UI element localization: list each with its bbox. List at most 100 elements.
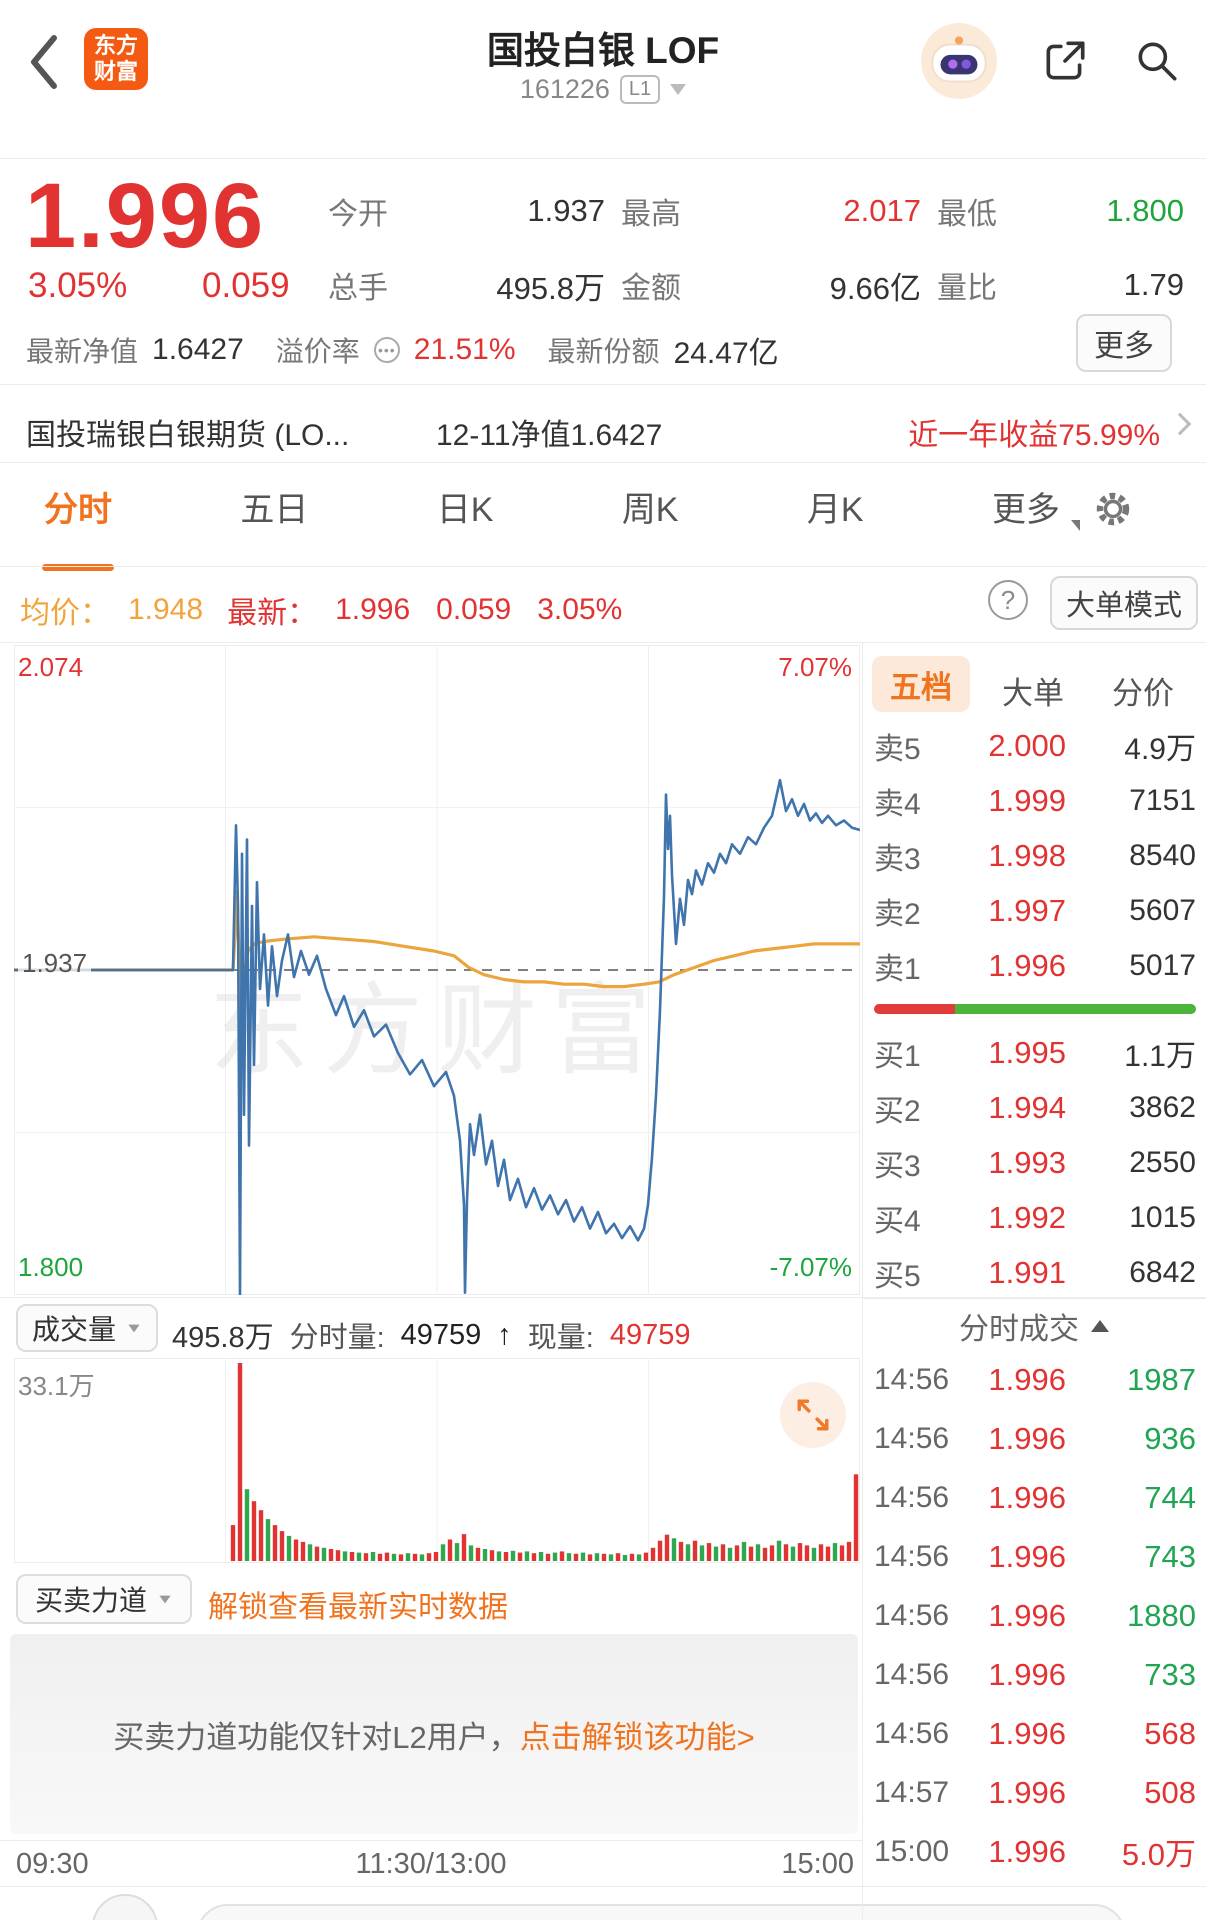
latest-value: 1.996 — [335, 593, 411, 626]
up-arrow-icon: ↑ — [497, 1318, 512, 1351]
logo-text-1: 东方 — [93, 33, 138, 58]
buy-levels: 买1 1.995 1.1万 买2 1.994 3862 买3 1.993 2550 买4 1.992… — [862, 1025, 1206, 1300]
volume-selector-label: 成交量 — [31, 1314, 116, 1345]
premium-info-icon[interactable]: ••• — [373, 337, 400, 363]
trade-row: 14:56 1.996 744 — [874, 1479, 1196, 1515]
order-level-row[interactable]: 买3 1.993 2550 — [874, 1144, 1196, 1183]
unlock-link[interactable]: 解锁查看最新实时数据 — [208, 1591, 508, 1624]
help-icon[interactable]: ? — [988, 580, 1028, 620]
trade-list-header[interactable]: 分时成交 — [862, 1302, 1206, 1350]
code-caret-icon[interactable] — [670, 84, 687, 95]
kline-tab-周K[interactable]: 周K — [621, 490, 679, 529]
level-badge: L1 — [619, 75, 661, 104]
tab-five-levels[interactable]: 五档 — [872, 656, 970, 712]
l2-message: 买卖力道功能仅针对L2用户， — [113, 1719, 520, 1755]
order-level-row[interactable]: 卖3 1.998 8540 — [874, 837, 1196, 876]
premium-label: 溢价率 — [275, 336, 360, 367]
volume-stats: 495.8万 分时量: 49759 ↑ 现量: 49759 — [172, 1314, 691, 1356]
time-label-mid: 11:30/13:00 — [355, 1848, 507, 1880]
y-label-mid: 1.937 — [18, 948, 92, 979]
stat-最低: 最低 1.800 — [937, 193, 1184, 231]
price-summary-row: 均价： 1.948 最新： 1.996 0.059 3.05% — [20, 588, 622, 632]
y-label-bottom-pct: -7.07% — [769, 1252, 852, 1282]
kline-tab-bar: 分时 五日 日K 周K 月K 更多 — [42, 486, 1080, 571]
time-label-open: 09:30 — [16, 1848, 89, 1880]
tab-big-orders[interactable]: 大单 — [1002, 676, 1064, 711]
nav-row: 最新净值 1.6427 溢价率 ••• 21.51% 最新份额 24.47亿 — [26, 328, 779, 372]
eastmoney-logo[interactable]: 东方 财富 — [84, 28, 148, 90]
share-icon[interactable] — [1040, 36, 1090, 86]
buy-ratio-segment — [954, 1004, 1196, 1014]
search-icon[interactable] — [1132, 36, 1182, 86]
more-button[interactable]: 更多 — [1076, 314, 1172, 372]
stat-总手: 总手 495.8万 — [328, 270, 605, 306]
strength-indicator-selector[interactable]: 买卖力道 — [16, 1574, 192, 1624]
latest-percent: 3.05% — [537, 593, 623, 626]
order-level-row[interactable]: 买2 1.994 3862 — [874, 1089, 1196, 1128]
l2-unlock-link[interactable]: 点击解锁该功能> — [519, 1719, 755, 1755]
expand-arrows-icon — [797, 1399, 829, 1431]
volume-chart[interactable] — [14, 1358, 860, 1563]
strength-selector-label: 买卖力道 — [34, 1585, 147, 1616]
order-level-row[interactable]: 买5 1.991 6842 — [874, 1254, 1196, 1293]
intraday-price-chart[interactable]: 东方财富 — [14, 645, 860, 1295]
trade-row: 14:56 1.996 743 — [874, 1538, 1196, 1574]
expand-chart-button[interactable] — [780, 1382, 846, 1448]
stat-最高: 最高 2.017 — [621, 193, 921, 231]
y-label-top-pct: 7.07% — [778, 652, 852, 682]
comment-input[interactable] — [196, 1904, 1126, 1920]
order-level-row[interactable]: 卖4 1.999 7151 — [874, 782, 1196, 821]
big-order-mode-button[interactable]: 大单模式 — [1050, 576, 1198, 630]
quote-stats: 今开 1.937 最高 2.017 最低 1.800 总手 495.8万 金额 9.66亿 量比 1.… — [328, 192, 1185, 306]
trade-list-title: 分时成交 — [959, 1313, 1079, 1346]
change-percent: 3.05% — [28, 266, 128, 305]
kline-tab-分时[interactable]: 分时 — [42, 482, 114, 571]
order-level-row[interactable]: 卖5 2.000 4.9万 — [874, 727, 1196, 766]
kline-tab-更多[interactable]: 更多 — [992, 482, 1080, 537]
now-volume-label: 现量: — [527, 1322, 594, 1354]
now-volume-value: 49759 — [609, 1318, 691, 1351]
trade-row: 14:56 1.996 1987 — [874, 1361, 1196, 1397]
latest-label: 最新： — [227, 597, 318, 630]
buy-sell-ratio-bar — [874, 1004, 1196, 1014]
order-level-row[interactable]: 卖2 1.997 5607 — [874, 892, 1196, 931]
order-level-row[interactable]: 买1 1.995 1.1万 — [874, 1034, 1196, 1073]
stock-code: 161226 — [519, 74, 610, 104]
page-title: 国投白银 LOF — [486, 30, 720, 71]
stat-量比: 量比 1.79 — [937, 267, 1184, 305]
fund-return: 近一年收益75.99% — [908, 419, 1160, 452]
volume-total: 495.8万 — [172, 1322, 274, 1354]
fund-info-row[interactable]: 国投瑞银白银期货 (LO... 12-11净值1.6427 近一年收益75.99… — [0, 392, 1206, 462]
sell-ratio-segment — [874, 1004, 955, 1014]
minute-volume-label: 分时量: — [289, 1322, 385, 1354]
shares-label: 最新份额 — [547, 336, 660, 367]
order-level-row[interactable]: 买4 1.992 1015 — [874, 1199, 1196, 1238]
shares-value: 24.47亿 — [673, 337, 779, 370]
caret-down-icon — [159, 1595, 171, 1603]
bottom-avatar-button[interactable] — [92, 1894, 158, 1920]
stat-金额: 金额 9.66亿 — [621, 270, 921, 306]
trade-row: 14:56 1.996 733 — [874, 1656, 1196, 1692]
back-button[interactable] — [26, 32, 62, 92]
avg-label: 均价： — [20, 597, 110, 630]
kline-tab-五日[interactable]: 五日 — [240, 490, 309, 529]
logo-text-2: 财富 — [93, 59, 138, 84]
kline-tab-日K[interactable]: 日K — [436, 490, 494, 529]
assistant-avatar-button[interactable] — [920, 22, 998, 100]
stat-今开: 今开 1.937 — [328, 193, 605, 231]
trade-row: 14:57 1.996 508 — [874, 1774, 1196, 1810]
nav-label: 最新净值 — [26, 336, 139, 367]
trade-row: 14:56 1.996 936 — [874, 1420, 1196, 1456]
watermark: 东方财富 — [209, 975, 665, 1087]
chart-settings-gear-icon[interactable] — [1092, 488, 1134, 530]
trade-list: 14:56 1.996 1987 14:56 1.996 936 14:56 1.996 744… — [862, 1350, 1206, 1881]
kline-tab-月K[interactable]: 月K — [806, 490, 864, 529]
tab-price-volume[interactable]: 分价 — [1112, 676, 1174, 711]
stock-code-row: 161226 L1 — [0, 74, 1206, 105]
premium-value: 21.51% — [413, 333, 516, 366]
order-level-row[interactable]: 卖1 1.996 5017 — [874, 947, 1196, 986]
volume-indicator-selector[interactable]: 成交量 — [16, 1304, 158, 1352]
trade-row: 14:56 1.996 568 — [874, 1715, 1196, 1751]
trade-row: 14:56 1.996 1880 — [874, 1597, 1196, 1633]
latest-change: 0.059 — [436, 593, 512, 626]
